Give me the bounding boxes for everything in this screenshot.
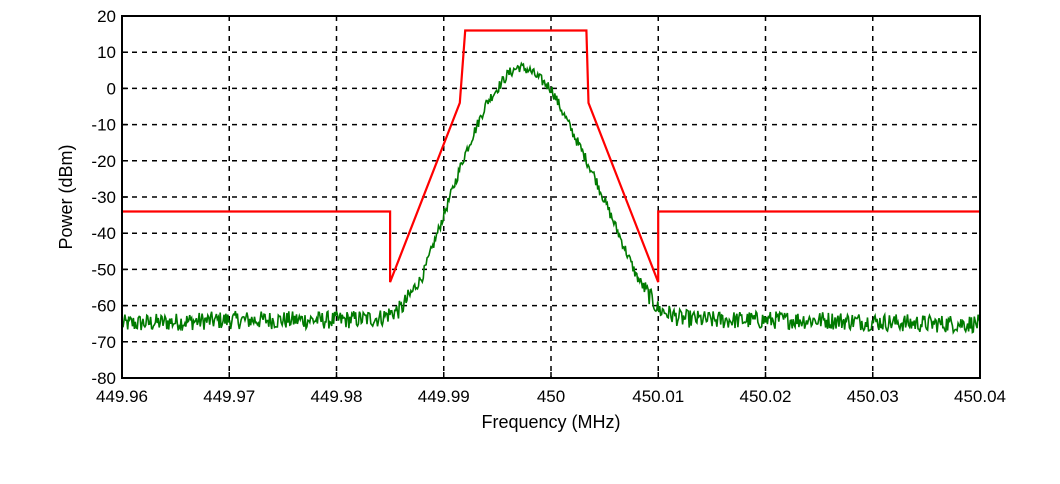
x-tick-label: 449.96 [96, 387, 148, 406]
y-tick-label: -40 [91, 224, 116, 243]
x-axis-label: Frequency (MHz) [481, 412, 620, 432]
x-tick-label: 450.03 [847, 387, 899, 406]
y-tick-label: -30 [91, 188, 116, 207]
y-tick-label: -60 [91, 297, 116, 316]
red-limit-line [122, 29, 980, 283]
y-tick-label: 0 [107, 79, 116, 98]
x-tick-label: 450.01 [632, 387, 684, 406]
x-tick-label: 449.97 [203, 387, 255, 406]
series-lines [121, 29, 981, 335]
green-spectrum-line [121, 61, 981, 335]
y-axis-label: Power (dBm) [56, 144, 76, 249]
x-tick-label: 449.98 [311, 387, 363, 406]
y-tick-label: -80 [91, 369, 116, 388]
x-tick-label: 449.99 [418, 387, 470, 406]
y-tick-label: 20 [97, 7, 116, 26]
y-tick-label: 10 [97, 43, 116, 62]
y-tick-label: -70 [91, 333, 116, 352]
y-tick-label: -20 [91, 152, 116, 171]
grid-lines [122, 16, 980, 378]
x-tick-label: 450.04 [954, 387, 1006, 406]
x-tick-label: 450 [537, 387, 565, 406]
y-tick-label: -10 [91, 116, 116, 135]
y-tick-label: -50 [91, 260, 116, 279]
x-tick-label: 450.02 [740, 387, 792, 406]
axis-ticks: 449.96 449.97 449.98 449.99 450 450.01 450.02 4… [91, 7, 1006, 406]
